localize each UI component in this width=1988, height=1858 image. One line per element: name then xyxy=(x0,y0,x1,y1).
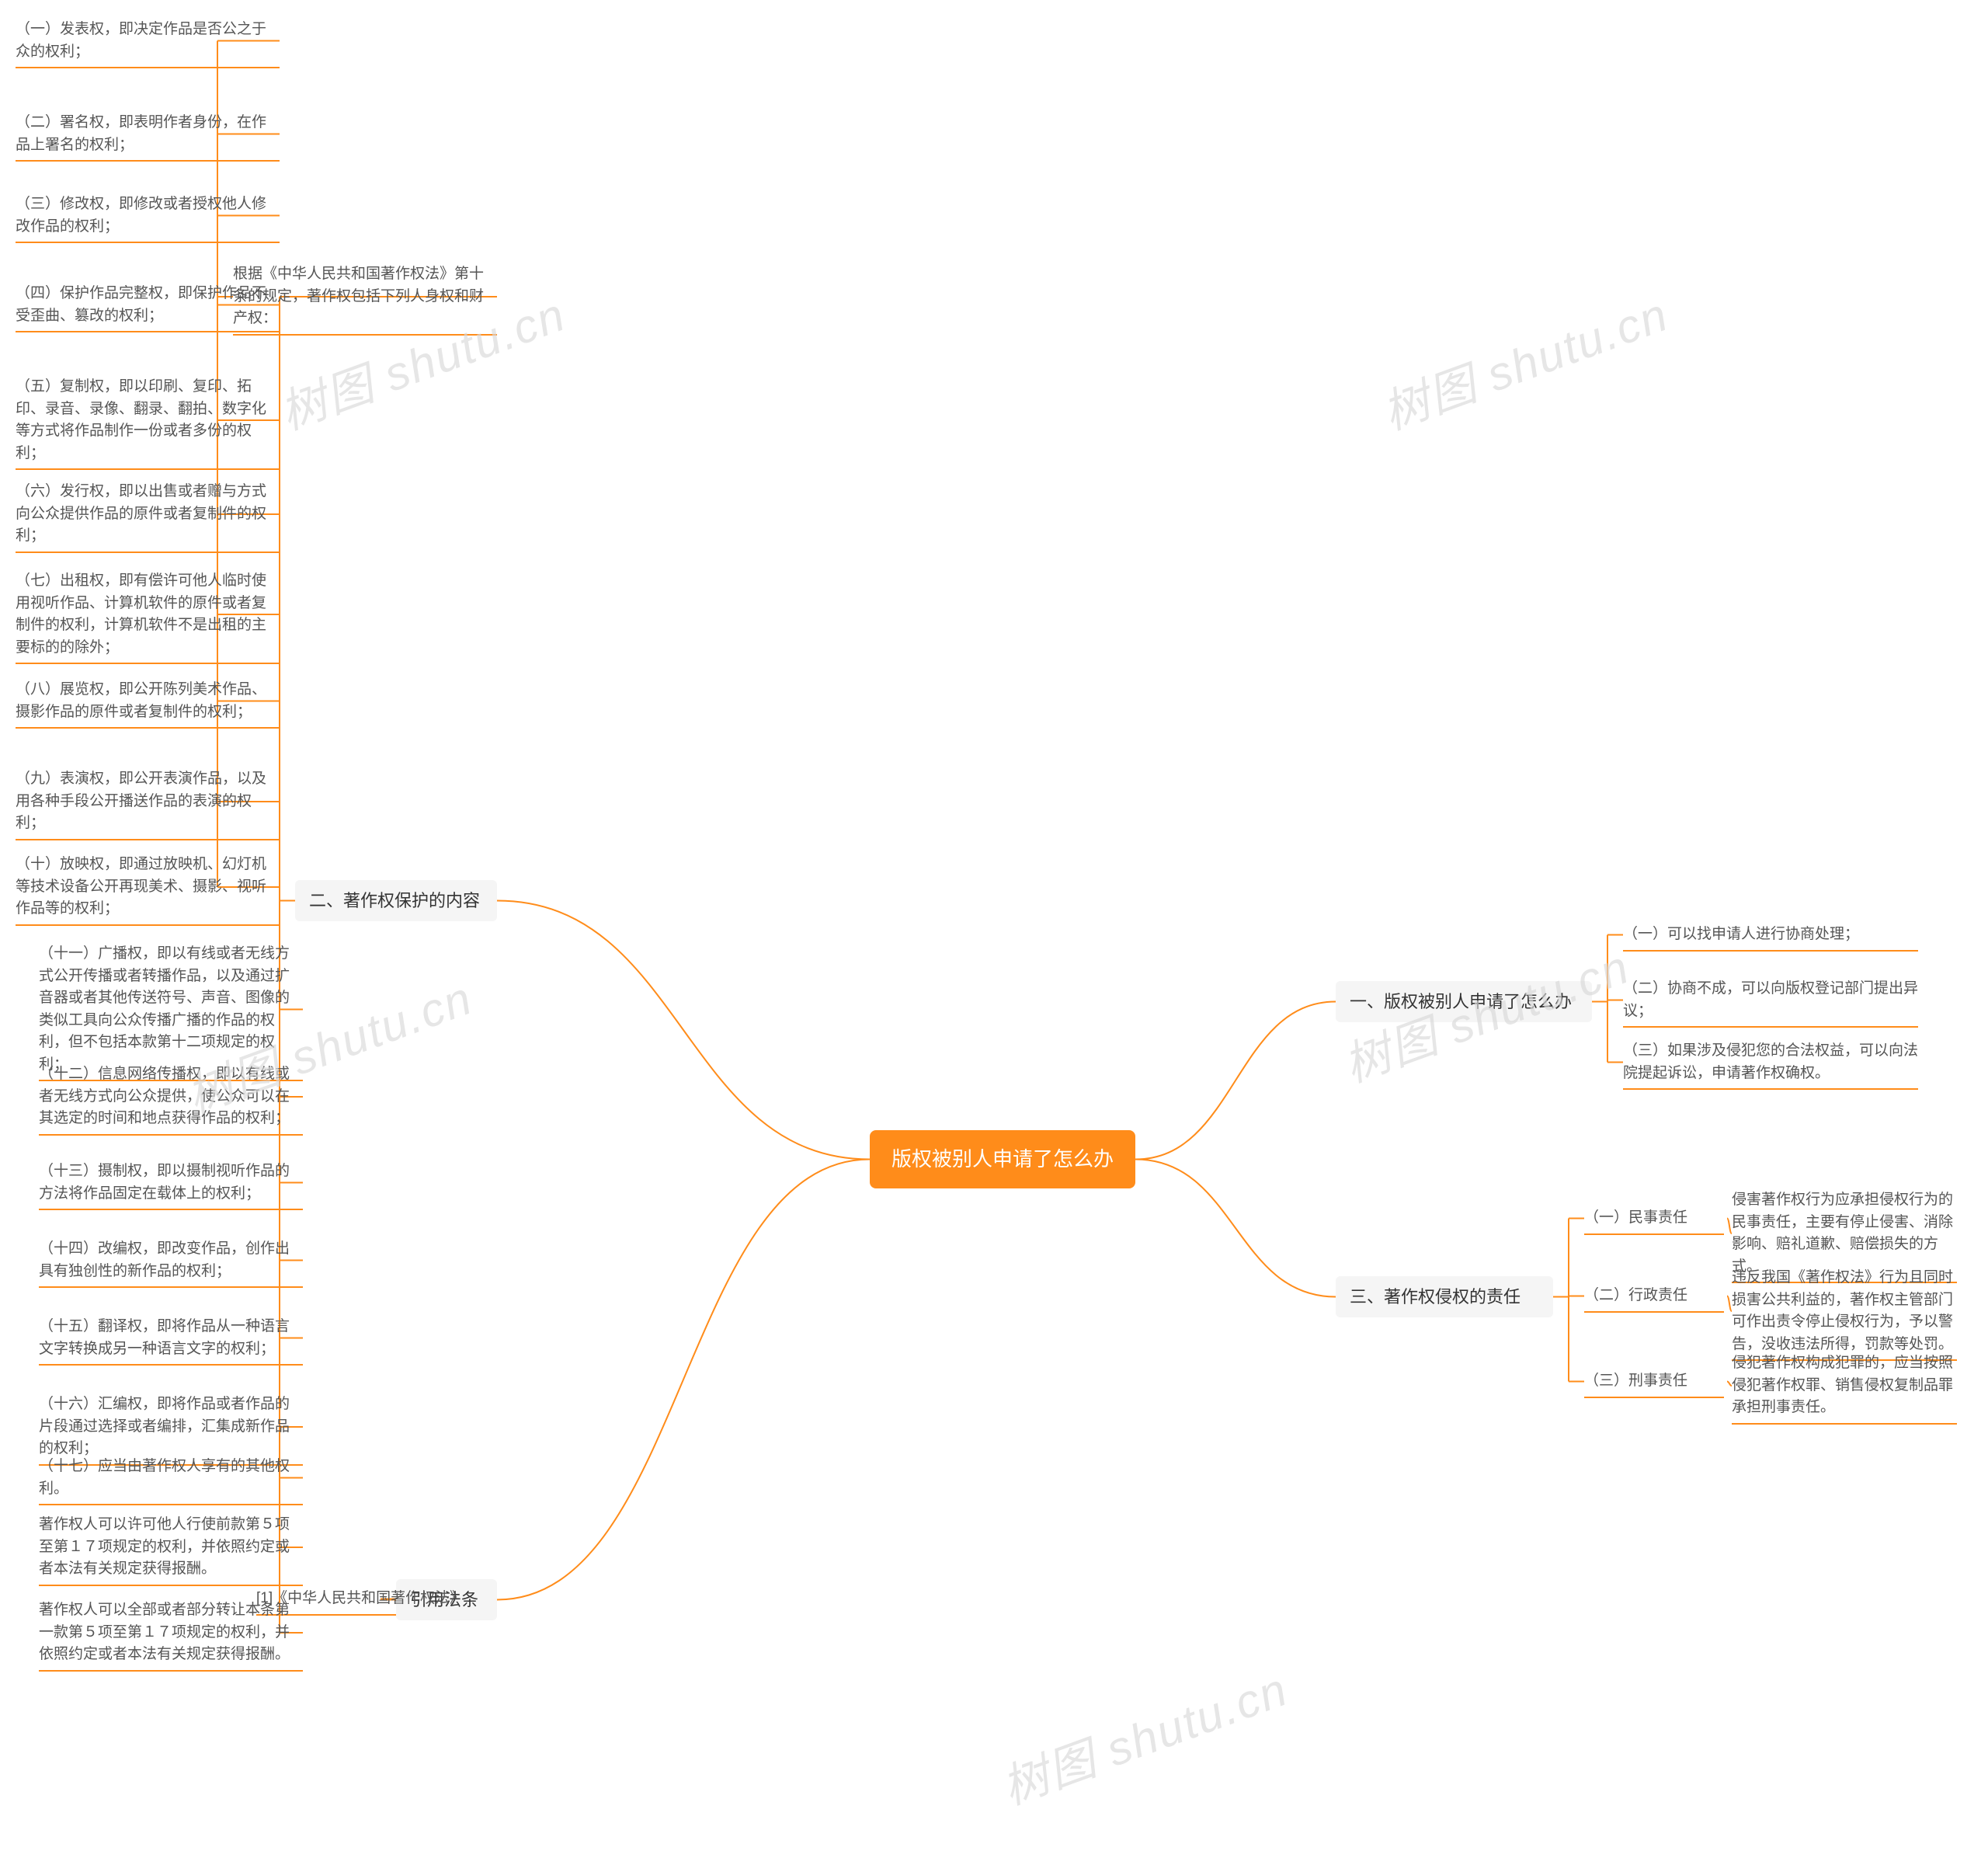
leaf-node: （十一）广播权，即以有线或者无线方式公开传播或者转播作品，以及通过扩音器或者其他… xyxy=(39,940,303,1079)
leaf-sub-node: 侵犯著作权构成犯罪的，应当按照侵犯著作权罪、销售侵权复制品罪承担刑事责任。 xyxy=(1732,1349,1957,1422)
leaf-node: （十二）信息网络传播权，即以有线或者无线方式向公众提供，使公众可以在其选定的时间… xyxy=(39,1060,303,1133)
leaf-node: （十五）翻译权，即将作品从一种语言文字转换成另一种语言文字的权利； xyxy=(39,1313,303,1363)
leaf-node: （三）刑事责任 xyxy=(1584,1367,1724,1396)
root-node: 版权被别人申请了怎么办 xyxy=(870,1130,1135,1188)
leaf-node: （七）出租权，即有偿许可他人临时使用视听作品、计算机软件的原件或者复制件的权利，… xyxy=(16,567,280,662)
branch-2: 二、著作权保护的内容 xyxy=(295,880,497,921)
leaf-node: （二）署名权，即表明作者身份，在作品上署名的权利； xyxy=(16,109,280,159)
branch-3: 三、著作权侵权的责任 xyxy=(1336,1276,1553,1317)
leaf-node: （四）保护作品完整权，即保护作品不受歪曲、篡改的权利； xyxy=(16,280,280,330)
leaf-node: （二）行政责任 xyxy=(1584,1282,1724,1310)
leaf-node: [1]《中华人民共和国著作权法》 xyxy=(256,1585,489,1613)
leaf-node: （九）表演权，即公开表演作品，以及用各种手段公开播送作品的表演的权利； xyxy=(16,765,280,838)
leaf-node: （二）协商不成，可以向版权登记部门提出异议； xyxy=(1623,975,1918,1025)
leaf-node: （五）复制权，即以印刷、复印、拓印、录音、录像、翻录、翻拍、数字化等方式将作品制… xyxy=(16,373,280,468)
branch-1: 一、版权被别人申请了怎么办 xyxy=(1336,981,1592,1022)
leaf-node: （三）如果涉及侵犯您的合法权益，可以向法院提起诉讼，申请著作权确权。 xyxy=(1623,1037,1918,1087)
leaf-node: （一）发表权，即决定作品是否公之于众的权利； xyxy=(16,16,280,66)
leaf-node: （十七）应当由著作权人享有的其他权利。 xyxy=(39,1453,303,1503)
leaf-node: （三）修改权，即修改或者授权他人修改作品的权利； xyxy=(16,190,280,241)
leaf-node: （十四）改编权，即改变作品，创作出具有独创性的新作品的权利； xyxy=(39,1235,303,1286)
leaf-node: （八）展览权，即公开陈列美术作品、摄影作品的原件或者复制件的权利； xyxy=(16,676,280,726)
leaf-node: （一）民事责任 xyxy=(1584,1204,1724,1233)
leaf-node: （十三）摄制权，即以摄制视听作品的方法将作品固定在载体上的权利； xyxy=(39,1157,303,1208)
leaf-node: （六）发行权，即以出售或者赠与方式向公众提供作品的原件或者复制件的权利； xyxy=(16,478,280,551)
leaf-node: （十）放映权，即通过放映机、幻灯机等技术设备公开再现美术、摄影、视听作品等的权利… xyxy=(16,851,280,924)
leaf-sub-node: 违反我国《著作权法》行为且同时损害公共利益的，著作权主管部门可作出责令停止侵权行… xyxy=(1732,1264,1957,1359)
leaf-node: 著作权人可以许可他人行使前款第５项至第１７项规定的权利，并依照约定或者本法有关规… xyxy=(39,1511,303,1584)
leaf-node: （一）可以找申请人进行协商处理； xyxy=(1623,920,1918,949)
